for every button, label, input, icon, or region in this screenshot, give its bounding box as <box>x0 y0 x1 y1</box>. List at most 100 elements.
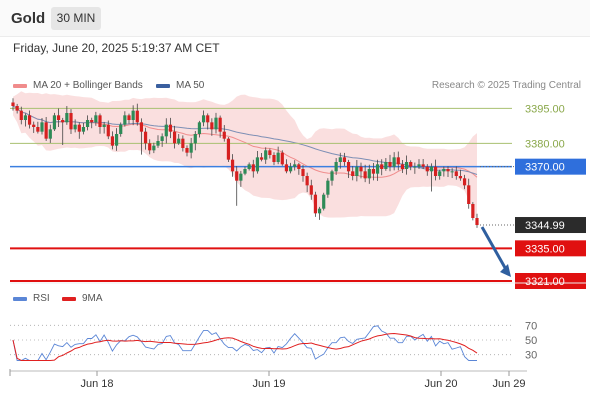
candle <box>11 102 15 106</box>
candle <box>268 150 272 155</box>
candle <box>392 157 396 167</box>
candle <box>218 117 222 132</box>
x-tick-label: Jun 20 <box>424 378 457 390</box>
candle <box>293 164 297 167</box>
candle <box>90 120 94 123</box>
rsi-tick-label: 30 <box>525 350 537 362</box>
legend-item-ma50[interactable]: MA 50 <box>156 80 204 91</box>
bollinger-bands <box>12 91 478 222</box>
candle <box>276 152 280 162</box>
candle <box>172 131 177 144</box>
candle <box>334 162 338 172</box>
legend-swatch <box>62 296 76 301</box>
candle <box>309 185 313 195</box>
candle <box>438 171 442 176</box>
symbol-title: Gold <box>11 10 46 27</box>
candle <box>326 180 330 195</box>
level-label: 3335.00 <box>525 243 565 255</box>
candle <box>317 208 322 214</box>
candle <box>355 166 359 176</box>
candle <box>342 157 347 162</box>
legend-swatch <box>13 83 27 88</box>
candle <box>450 171 454 173</box>
candle <box>380 164 384 169</box>
candle <box>251 164 255 172</box>
candle <box>94 115 98 123</box>
candle <box>32 124 36 127</box>
level-tag-support <box>515 273 586 289</box>
x-tick-label: Jun 19 <box>252 378 285 390</box>
candle <box>467 185 471 204</box>
candle <box>197 122 202 134</box>
candle <box>425 166 429 172</box>
candle <box>69 113 73 130</box>
candle <box>396 157 400 165</box>
datetime-label: Friday, June 20, 2025 5:19:37 AM CET <box>13 41 220 55</box>
candle <box>433 166 438 176</box>
candle <box>297 164 301 169</box>
legend-item-ma20-bollinger[interactable]: MA 20 + Bollinger Bands <box>13 80 143 91</box>
candle <box>36 127 40 132</box>
candle <box>160 136 164 141</box>
candle <box>388 162 392 167</box>
candle <box>454 171 458 176</box>
forecast-arrow-head <box>500 264 511 277</box>
candle <box>40 122 44 132</box>
candle <box>272 155 276 162</box>
last-price-label: 3344.99 <box>525 220 565 232</box>
candle <box>471 204 475 218</box>
candle <box>44 122 48 139</box>
level-label: 3395.00 <box>525 103 565 115</box>
candle <box>363 171 367 179</box>
candle <box>421 164 425 167</box>
legend-swatch <box>13 296 27 301</box>
candle <box>226 138 231 160</box>
rsi-tick-label: 70 <box>525 320 537 332</box>
candle <box>259 157 264 160</box>
candle <box>168 124 173 132</box>
candle <box>413 166 417 168</box>
forecast-arrow-shaft <box>480 226 510 274</box>
candle <box>131 110 135 120</box>
candle <box>458 176 463 179</box>
legend-label: MA 20 + Bollinger Bands <box>33 80 143 91</box>
candle <box>185 148 189 153</box>
rsi-line <box>12 325 477 361</box>
candle <box>400 164 405 169</box>
candle <box>61 120 65 123</box>
level-label: 3380.00 <box>525 138 565 150</box>
candle <box>152 145 156 151</box>
level-label: 3321.00 <box>525 276 565 288</box>
candle <box>27 115 32 125</box>
candle <box>313 194 318 214</box>
candle <box>284 164 289 172</box>
candle <box>301 169 305 176</box>
candle <box>239 173 243 181</box>
candle <box>85 120 90 127</box>
candle <box>247 164 251 169</box>
candle <box>139 122 144 132</box>
candle <box>446 169 450 172</box>
candle <box>119 124 123 134</box>
candle <box>114 134 119 146</box>
candle <box>371 169 376 174</box>
candle <box>322 194 326 209</box>
rsi-legend-item-9ma[interactable]: 9MA <box>62 293 103 304</box>
candle <box>127 115 131 120</box>
legend-label: 9MA <box>82 293 103 304</box>
candle <box>214 117 218 130</box>
candle <box>442 169 446 172</box>
rsi-legend-item-rsi[interactable]: RSI <box>13 293 50 304</box>
last-price-tag <box>515 217 586 234</box>
candle <box>330 171 334 181</box>
candle <box>77 124 81 132</box>
chart-header: Gold 30 MIN <box>0 0 590 37</box>
candle <box>106 124 110 137</box>
research-credit: Research © 2025 Trading Central <box>431 80 581 91</box>
candle <box>305 176 309 186</box>
candle <box>19 110 23 120</box>
interval-button[interactable]: 30 MIN <box>51 7 101 30</box>
candle <box>201 115 206 123</box>
candle <box>15 106 19 111</box>
